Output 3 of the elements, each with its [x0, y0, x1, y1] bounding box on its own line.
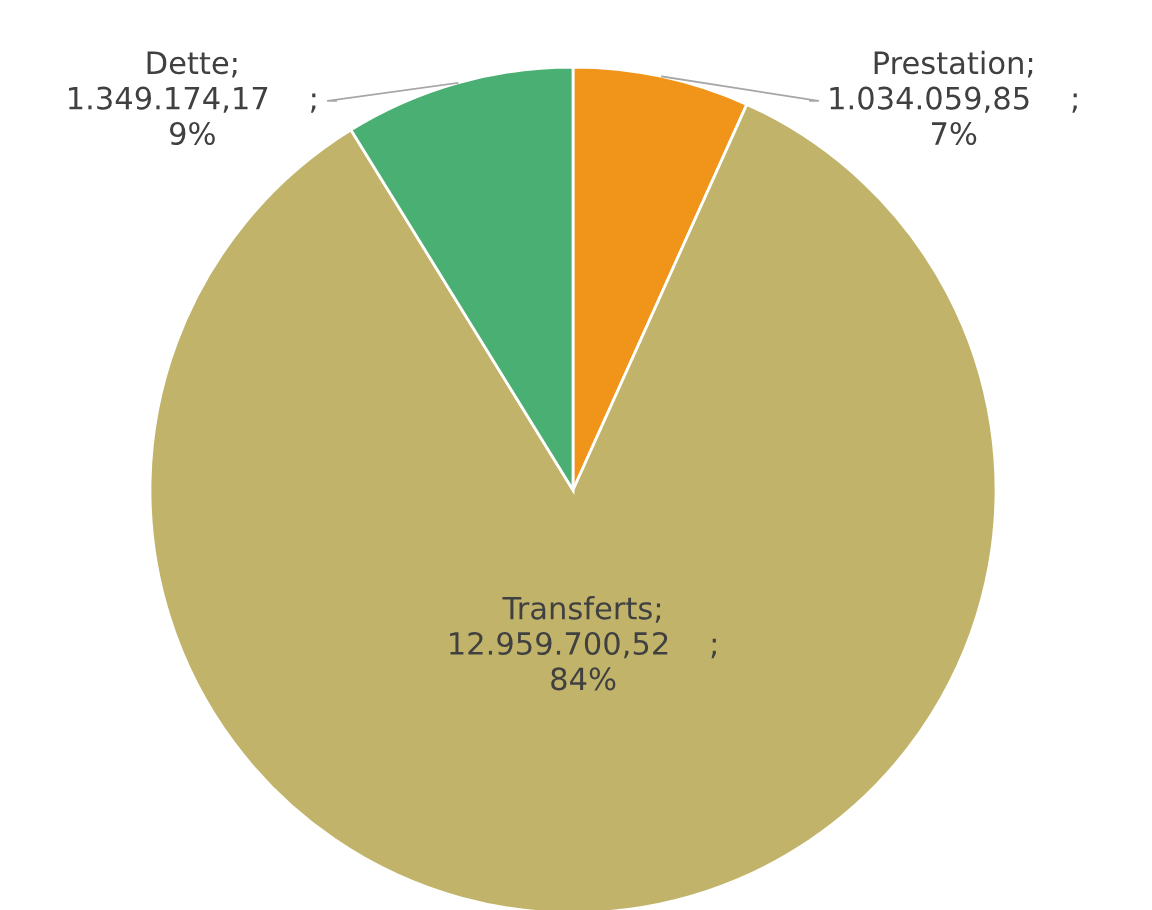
slice-label: Transferts; 12.959.700,52 ; 84% [450, 596, 716, 691]
slice-label: Dette; 1.349.174,17 ; 9% [69, 51, 316, 146]
slice-label: Prestation; 1.034.059,85 ; 7% [830, 50, 1077, 146]
